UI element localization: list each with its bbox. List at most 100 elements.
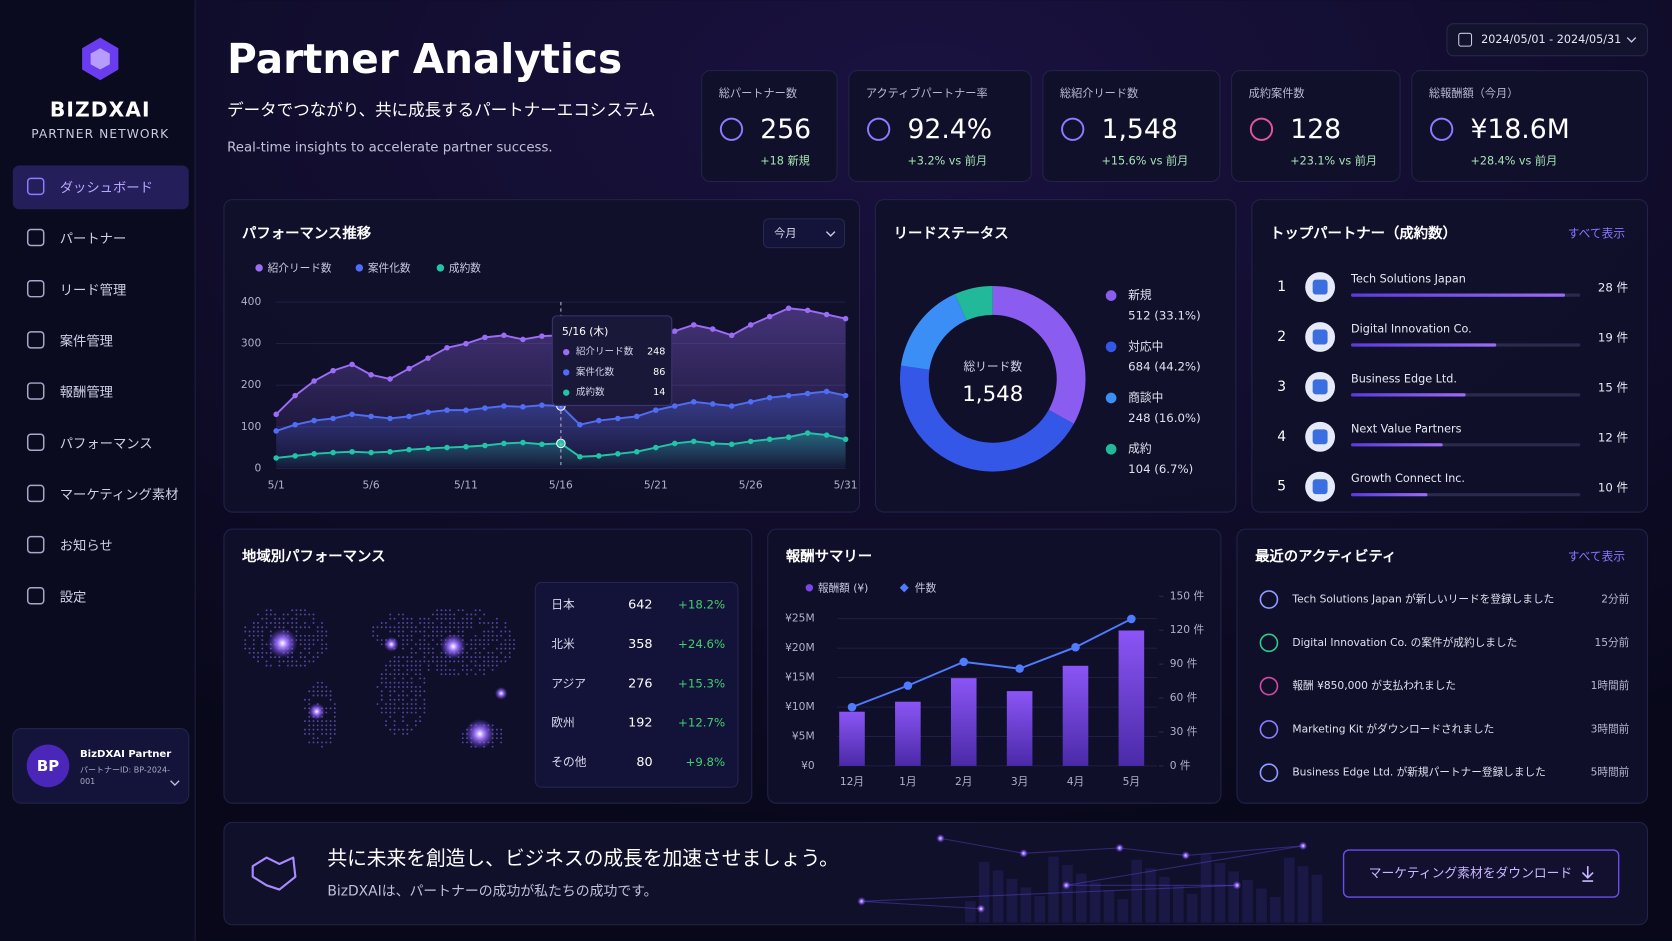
y2-tick-label: 120 件	[1170, 623, 1205, 636]
nav-item[interactable]: 設定	[60, 589, 87, 605]
map-dot	[291, 656, 294, 659]
map-dot	[410, 698, 413, 701]
building	[1048, 856, 1059, 923]
map-dot	[380, 681, 383, 684]
building	[965, 901, 976, 923]
map-dot	[410, 622, 413, 624]
nav-item[interactable]: リード管理	[60, 282, 127, 298]
map-dot	[312, 720, 315, 723]
map-dot	[466, 617, 469, 620]
x-tick-label: 1月	[899, 775, 916, 788]
user-menu-chevron[interactable]	[170, 780, 180, 787]
map-dot	[265, 609, 268, 612]
download-button-label[interactable]: マーケティング素材をダウンロード	[1369, 867, 1572, 882]
map-dot	[329, 724, 332, 727]
map-dot	[466, 626, 469, 629]
map-dot	[257, 613, 260, 616]
view-all-link[interactable]: すべて表示	[1568, 549, 1626, 563]
chart-title: パフォーマンス推移	[242, 224, 372, 242]
map-dot	[414, 724, 417, 727]
map-dot	[461, 664, 464, 667]
map-dot	[406, 732, 409, 735]
map-dot	[380, 698, 383, 701]
map-dot	[491, 660, 494, 663]
map-dot	[427, 622, 430, 624]
point	[292, 453, 298, 459]
region-value: 276	[628, 676, 652, 691]
point	[804, 430, 811, 436]
kpi-value: 256	[760, 114, 811, 145]
map-dot	[402, 643, 405, 646]
map-dot	[495, 728, 498, 731]
point	[311, 417, 317, 424]
kpi-card	[1411, 70, 1649, 183]
tooltip-marker	[563, 369, 570, 376]
building	[1062, 865, 1073, 923]
map-dot	[504, 639, 507, 642]
map-dot	[321, 639, 323, 642]
map-dot	[278, 660, 281, 663]
activity-time: 1時間前	[1591, 679, 1630, 692]
map-dot	[495, 634, 498, 637]
map-dot	[500, 732, 503, 735]
map-dot	[269, 622, 272, 624]
map-dot	[325, 711, 328, 714]
bar	[1118, 630, 1145, 766]
user-id: パートナーID: BP-2024-001	[79, 764, 170, 787]
nav-item[interactable]: お知らせ	[60, 537, 113, 554]
activity-time: 5時間前	[1591, 766, 1630, 779]
map-dot	[419, 694, 422, 697]
map-dot	[440, 656, 443, 659]
map-dot	[312, 656, 315, 659]
map-dot	[393, 668, 396, 671]
nav-item[interactable]: ダッシュボード	[60, 180, 153, 196]
map-dot	[316, 634, 319, 637]
date-picker[interactable]	[1446, 23, 1649, 57]
region-table	[534, 581, 739, 788]
map-dot	[312, 694, 315, 697]
rank: 3	[1277, 379, 1286, 395]
map-dot	[402, 613, 405, 616]
map-dot	[295, 660, 298, 663]
legend-marker	[805, 584, 814, 592]
building	[1089, 882, 1101, 923]
map-dot	[495, 732, 498, 735]
nav-item[interactable]: 報酬管理	[60, 385, 113, 401]
kpi-card	[848, 70, 1032, 183]
view-all-link[interactable]: すべて表示	[1568, 226, 1626, 240]
map-dot	[325, 732, 328, 735]
y-tick-label: ¥20M	[785, 641, 815, 654]
map-dot	[316, 639, 319, 642]
point	[330, 449, 336, 456]
map-dot	[295, 630, 298, 633]
map-dot	[299, 613, 302, 616]
period-select[interactable]	[762, 218, 846, 249]
map-dot	[257, 626, 260, 629]
download-button[interactable]	[1342, 849, 1620, 898]
map-dot	[478, 609, 481, 612]
map-dot	[478, 651, 481, 654]
activity-text: 報酬 ¥850,000 が支払われました	[1292, 679, 1456, 692]
map-dot	[457, 609, 460, 612]
map-dot	[419, 668, 422, 671]
nav-item[interactable]: パフォーマンス	[60, 436, 153, 452]
map-dot	[508, 651, 511, 654]
map-dot	[406, 728, 409, 731]
nav-item[interactable]: マーケティング素材	[60, 487, 179, 503]
map-dot	[257, 630, 260, 633]
map-dot	[244, 643, 247, 646]
map-dot	[491, 622, 494, 624]
map-dot	[500, 660, 503, 663]
nav-item[interactable]: 案件管理	[60, 333, 113, 349]
map-dot	[436, 634, 439, 637]
map-dot	[393, 724, 396, 727]
kpi-icon	[867, 117, 891, 141]
point	[349, 361, 355, 368]
nav-item[interactable]: パートナー	[60, 231, 127, 247]
map-dot	[278, 622, 281, 624]
map-dot	[444, 660, 447, 663]
legend-marker	[355, 264, 364, 272]
map-dot	[312, 622, 315, 624]
map-dot	[406, 686, 409, 688]
page-title: Partner Analytics	[227, 35, 622, 83]
